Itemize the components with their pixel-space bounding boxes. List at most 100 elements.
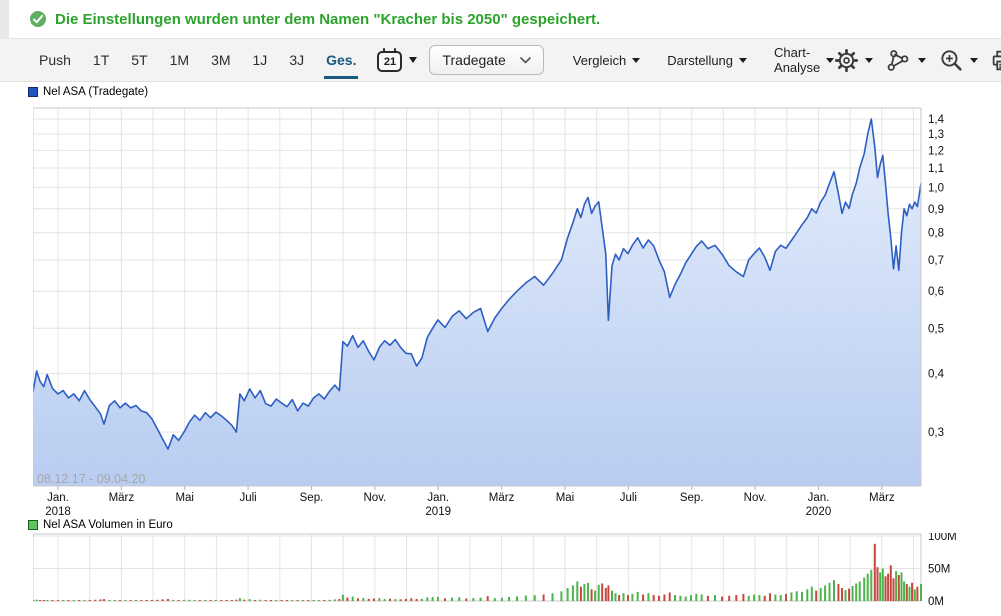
- menu-chart-analyse[interactable]: Chart-Analyse: [774, 45, 835, 75]
- volume-bar: [177, 600, 180, 601]
- settings-button[interactable]: [834, 48, 874, 73]
- volume-bar: [338, 599, 341, 601]
- volume-bar: [895, 571, 898, 601]
- volume-bar: [790, 592, 793, 601]
- volume-bar: [758, 595, 761, 601]
- caret-down-icon: [865, 57, 874, 63]
- calendar-day-label: 21: [383, 55, 397, 68]
- gear-icon: [834, 48, 859, 73]
- range-button-1j[interactable]: 1J: [252, 52, 268, 68]
- calendar-button[interactable]: 21: [377, 48, 418, 72]
- volume-bar: [129, 600, 132, 601]
- volume-bar: [833, 580, 835, 601]
- menu-label: Darstellung: [667, 52, 734, 68]
- volume-bar: [652, 595, 655, 601]
- x-tick-label: Nov.: [363, 492, 386, 504]
- volume-bar: [903, 581, 906, 601]
- caret-down-icon: [826, 57, 835, 63]
- volume-bar: [905, 584, 908, 601]
- volume-bar: [188, 599, 191, 601]
- volume-y-tick-label: 50M: [928, 564, 950, 576]
- menu-buttons: Vergleich Darstellung Chart-Analyse: [573, 45, 835, 75]
- price-area: [33, 119, 921, 486]
- volume-bar: [516, 596, 518, 601]
- range-button-ges[interactable]: Ges.: [324, 52, 359, 79]
- range-button-push[interactable]: Push: [39, 52, 71, 68]
- x-tick-label: März: [869, 492, 895, 504]
- indicators-button[interactable]: [885, 48, 927, 73]
- volume-bar: [373, 598, 375, 601]
- exchange-select[interactable]: Tradegate: [429, 45, 544, 75]
- volume-bar: [56, 600, 59, 601]
- x-tick-label: Jan.: [47, 492, 69, 504]
- price-y-tick-label: 0,7: [928, 255, 944, 267]
- zoom-button[interactable]: [938, 48, 979, 73]
- volume-bar: [243, 599, 246, 601]
- volume-bar: [858, 581, 861, 601]
- volume-bar: [647, 593, 650, 601]
- volume-bar: [576, 581, 579, 601]
- volume-bar: [721, 596, 724, 601]
- volume-bar: [753, 594, 756, 601]
- volume-bar: [479, 597, 482, 601]
- x-tick-label: Nov.: [744, 492, 767, 504]
- volume-bar: [357, 598, 359, 601]
- printer-icon: [990, 48, 1001, 73]
- volume-bar: [124, 600, 127, 601]
- volume-y-tick-label: 0M: [928, 596, 944, 608]
- volume-bar: [451, 597, 454, 601]
- volume-bar: [900, 572, 903, 601]
- volume-bar: [312, 600, 315, 601]
- volume-bar: [486, 596, 489, 601]
- range-button-5t[interactable]: 5T: [131, 52, 148, 68]
- volume-bar: [684, 596, 687, 601]
- volume-bar: [863, 577, 866, 601]
- volume-bar: [884, 576, 887, 601]
- volume-bar: [493, 598, 496, 601]
- volume-bar: [876, 567, 879, 601]
- menu-darstellung[interactable]: Darstellung: [667, 52, 748, 68]
- price-y-tick-label: 1,0: [928, 182, 944, 194]
- price-y-tick-label: 1,1: [928, 163, 944, 175]
- volume-bar: [362, 598, 365, 601]
- range-button-3m[interactable]: 3M: [211, 52, 231, 68]
- range-button-1t[interactable]: 1T: [92, 52, 110, 68]
- save-confirmation-text: Die Einstellungen wurden unter dem Namen…: [55, 10, 601, 28]
- volume-bar: [225, 600, 228, 601]
- volume-bar: [183, 600, 185, 601]
- volume-bar: [690, 595, 692, 601]
- menu-vergleich[interactable]: Vergleich: [573, 53, 641, 68]
- volume-bar: [88, 600, 91, 601]
- range-button-1m[interactable]: 1M: [169, 52, 190, 68]
- range-buttons: Push 1T 5T 1M 3M 1J 3J Ges.: [38, 50, 359, 79]
- volume-bar: [542, 594, 545, 601]
- caret-down-icon: [632, 57, 641, 63]
- price-legend-label: Nel ASA (Tradegate): [43, 86, 149, 98]
- volume-bar: [172, 599, 175, 601]
- volume-legend-label: Nel ASA Volumen in Euro: [43, 519, 173, 531]
- price-y-tick-label: 1,2: [928, 145, 944, 157]
- print-button[interactable]: [990, 48, 1001, 73]
- volume-bar: [161, 599, 164, 601]
- price-y-tick-label: 0,9: [928, 204, 944, 216]
- volume-bar: [209, 600, 212, 601]
- volume-bar: [140, 600, 143, 601]
- price-plot-frame: [33, 107, 922, 487]
- volume-bar: [351, 596, 354, 601]
- volume-bar: [72, 600, 75, 601]
- volume-bar: [742, 593, 745, 602]
- volume-bar: [431, 597, 434, 601]
- volume-bar: [291, 600, 294, 601]
- volume-bar: [763, 595, 766, 601]
- volume-bar: [607, 585, 610, 601]
- volume-bar: [881, 568, 884, 601]
- volume-bar: [774, 594, 777, 601]
- volume-bar: [848, 588, 851, 601]
- volume-bar: [465, 598, 468, 601]
- price-y-tick-label: 0,8: [928, 228, 944, 240]
- volume-bar: [378, 598, 381, 601]
- volume-bar: [597, 584, 600, 602]
- x-tick-label: Mai: [556, 492, 575, 504]
- range-button-3j[interactable]: 3J: [289, 52, 305, 68]
